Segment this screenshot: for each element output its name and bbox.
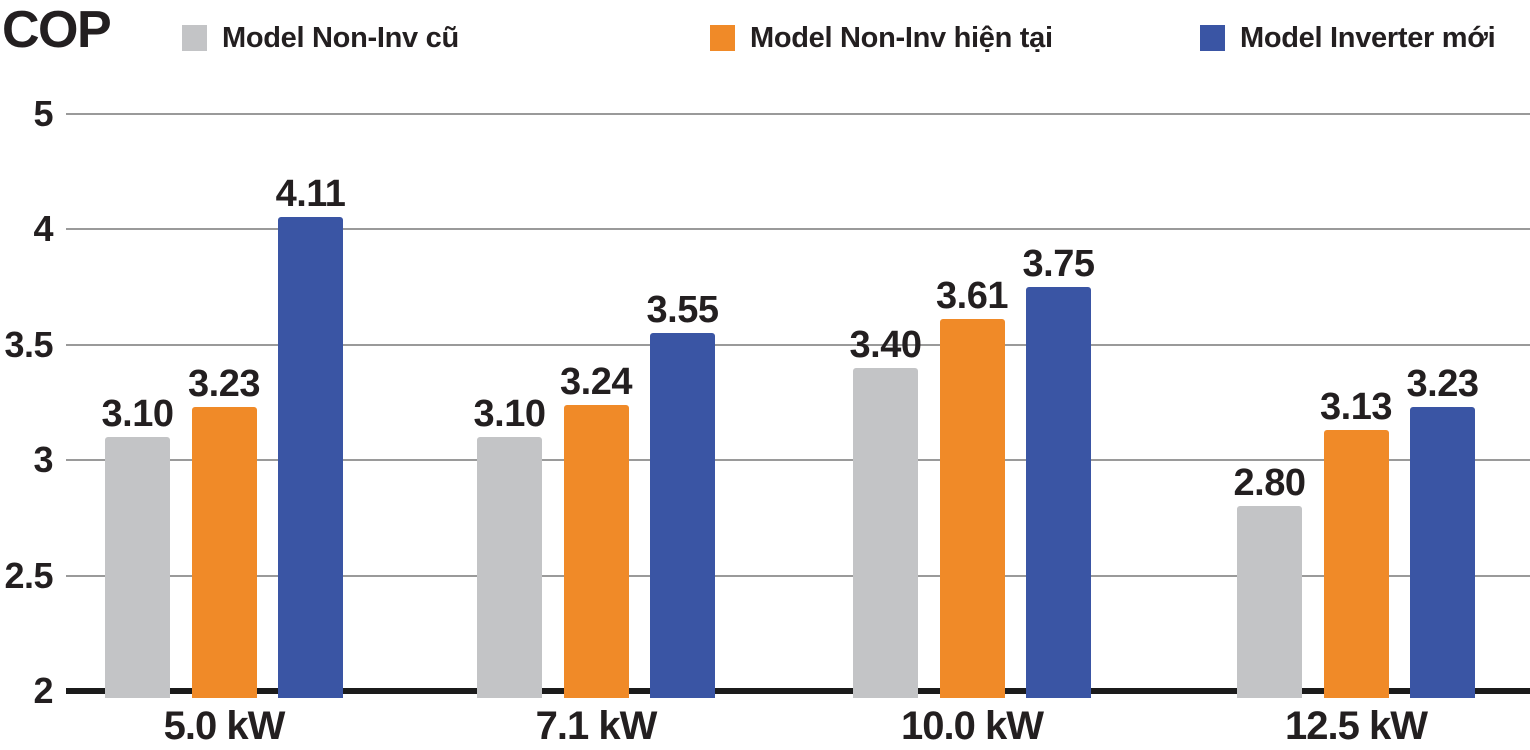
bar-5.0kW-series2 xyxy=(191,407,257,698)
legend-item-3: Model Inverter mới xyxy=(1200,21,1496,54)
x-tick-5.0kW: 5.0 kW xyxy=(163,704,286,748)
bar-value-label: 3.13 xyxy=(1320,386,1392,429)
x-tick-10.0kW: 10.0 kW xyxy=(901,704,1044,748)
gridline-3.5 xyxy=(66,343,1530,346)
y-tick-4: 4 xyxy=(33,208,53,250)
bar-10.0kW-series2 xyxy=(939,319,1005,698)
legend-item-1: Model Non-Inv cũ xyxy=(182,21,459,54)
bar-5.0kW-series3 xyxy=(278,216,343,698)
y-tick-3.5: 3.5 xyxy=(4,323,53,365)
legend-swatch-icon xyxy=(710,25,735,51)
bar-value-label: 3.24 xyxy=(560,360,632,403)
bar-value-label: 3.55 xyxy=(646,289,719,332)
legend-swatch-icon xyxy=(182,25,207,51)
legend-label: Model Non-Inv cũ xyxy=(222,21,459,54)
bar-7.1kW-series2 xyxy=(563,404,629,698)
x-tick-7.1kW: 7.1 kW xyxy=(535,704,658,748)
legend-label: Model Inverter mới xyxy=(1240,21,1496,54)
bar-12.5kW-series1 xyxy=(1237,506,1302,698)
gridline-4 xyxy=(66,228,1530,231)
bar-5.0kW-series1 xyxy=(105,437,170,698)
y-tick-2.5: 2.5 xyxy=(4,554,53,596)
bar-7.1kW-series3 xyxy=(650,333,715,698)
bar-value-label: 3.40 xyxy=(849,323,922,366)
bar-value-label: 2.80 xyxy=(1233,462,1306,505)
y-tick-5: 5 xyxy=(33,93,53,134)
bar-value-label: 4.11 xyxy=(275,172,346,215)
gridline-3 xyxy=(66,459,1530,462)
y-tick-3: 3 xyxy=(33,439,53,481)
bar-10.0kW-series3 xyxy=(1026,287,1091,698)
bar-value-label: 3.10 xyxy=(101,393,174,436)
bar-value-label: 3.75 xyxy=(1022,243,1095,286)
chart-title: COP xyxy=(2,1,112,59)
bar-value-label: 3.10 xyxy=(473,393,546,436)
gridline-2.5 xyxy=(66,574,1530,577)
legend-swatch-icon xyxy=(1200,25,1225,51)
bar-value-label: 3.23 xyxy=(188,363,260,406)
bar-12.5kW-series3 xyxy=(1410,407,1475,698)
gridline-5 xyxy=(66,113,1530,115)
x-axis-line xyxy=(66,688,1530,694)
bar-7.1kW-series1 xyxy=(477,437,542,698)
bar-10.0kW-series1 xyxy=(853,367,918,698)
legend-label: Model Non-Inv hiện tại xyxy=(750,21,1053,54)
x-tick-12.5kW: 12.5 kW xyxy=(1285,704,1428,748)
bar-value-label: 3.61 xyxy=(936,275,1008,318)
bar-12.5kW-series2 xyxy=(1323,430,1389,698)
bar-value-label: 3.23 xyxy=(1406,363,1479,406)
y-tick-2: 2 xyxy=(33,670,53,711)
legend-item-2: Model Non-Inv hiện tại xyxy=(710,21,1053,54)
